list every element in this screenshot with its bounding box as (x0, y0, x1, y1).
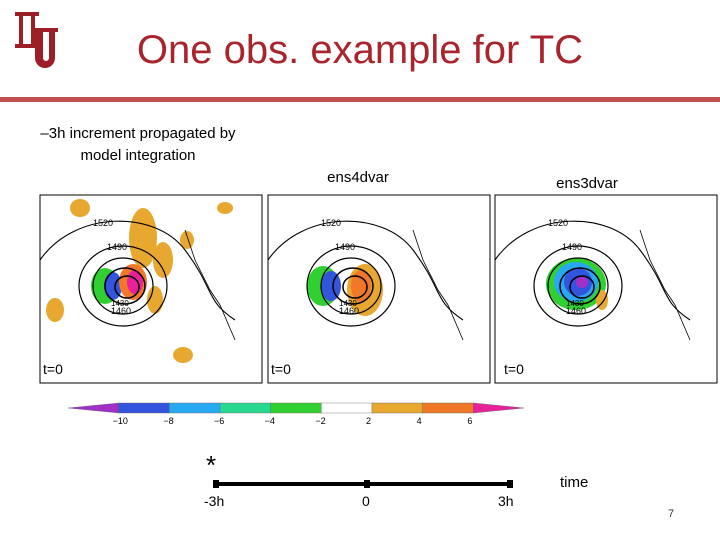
tick-3h (507, 480, 513, 488)
colorbar-segment (219, 402, 271, 414)
colorbar-tick-label: 6 (467, 416, 472, 426)
observation-marker: * (206, 452, 216, 480)
tick-minus-3h (213, 480, 219, 488)
contour-label: 1430 (111, 299, 129, 308)
contour-label: 1520 (321, 218, 341, 228)
panel-label-ens3dvar: ens3dvar (556, 175, 618, 192)
colorbar-tick-label: −10 (113, 416, 128, 426)
panel-label-propagated: –3h increment propagated by model integr… (40, 125, 236, 164)
colorbar-tick-label: −6 (214, 416, 224, 426)
colorbar-segment (321, 402, 373, 414)
colorbar-segment (371, 402, 423, 414)
colorbar-tick-label: 4 (417, 416, 422, 426)
increment-map-propagated: 1520 1490 1430 1460 20 15 305 310 315 t=… (39, 194, 263, 384)
timeline-label: 3h (498, 493, 514, 509)
university-logo (15, 12, 58, 68)
contour-label: 1490 (335, 242, 355, 252)
colorbar-tick-label: −8 (163, 416, 173, 426)
contour-label: 1520 (93, 218, 113, 228)
timeline-label: -3h (204, 493, 224, 509)
colorbar-segment (118, 402, 170, 414)
contour-label: 1430 (566, 299, 584, 308)
panel-label-ens4dvar: ens4dvar (327, 169, 389, 186)
title-divider (0, 97, 720, 102)
increment-map-ens4dvar: 1520 1490 1430 1460 20 15 305 310 315 t=… (267, 194, 491, 384)
page-number: 7 (668, 508, 675, 520)
contour-label: 1460 (111, 306, 131, 316)
tick-0 (364, 480, 370, 488)
contour-label: 1460 (566, 306, 586, 316)
contour-label: 1490 (107, 242, 127, 252)
colorbar-tick-label: −2 (315, 416, 325, 426)
timeline: * -3h 0 3h (204, 452, 514, 509)
colorbar-tick-label: 2 (366, 416, 371, 426)
contour-label: 1460 (339, 306, 359, 316)
increment-map-ens3dvar: 1520 1490 1430 1460 20 15 310 315 t=0 (494, 194, 718, 384)
contour-label: 1430 (339, 299, 357, 308)
colorbar-segment (473, 402, 525, 414)
time-label: t=0 (504, 361, 524, 377)
time-label: t=0 (43, 361, 63, 377)
colorbar-segment (68, 402, 119, 414)
colorbar-segment (270, 402, 322, 414)
timeline-label: 0 (362, 493, 370, 509)
contour-label: 1490 (562, 242, 582, 252)
colorbar-tick-label: −4 (265, 416, 275, 426)
time-label: t=0 (271, 361, 291, 377)
slide-title: One obs. example for TC (136, 28, 584, 72)
contour-label: 1520 (548, 218, 568, 228)
colorbar-segment (422, 402, 474, 414)
colorbar-segment (169, 402, 221, 414)
time-axis-label: time (560, 474, 589, 491)
colorbar: −10 −8 −6 −4 −2 2 4 6 (68, 402, 525, 426)
